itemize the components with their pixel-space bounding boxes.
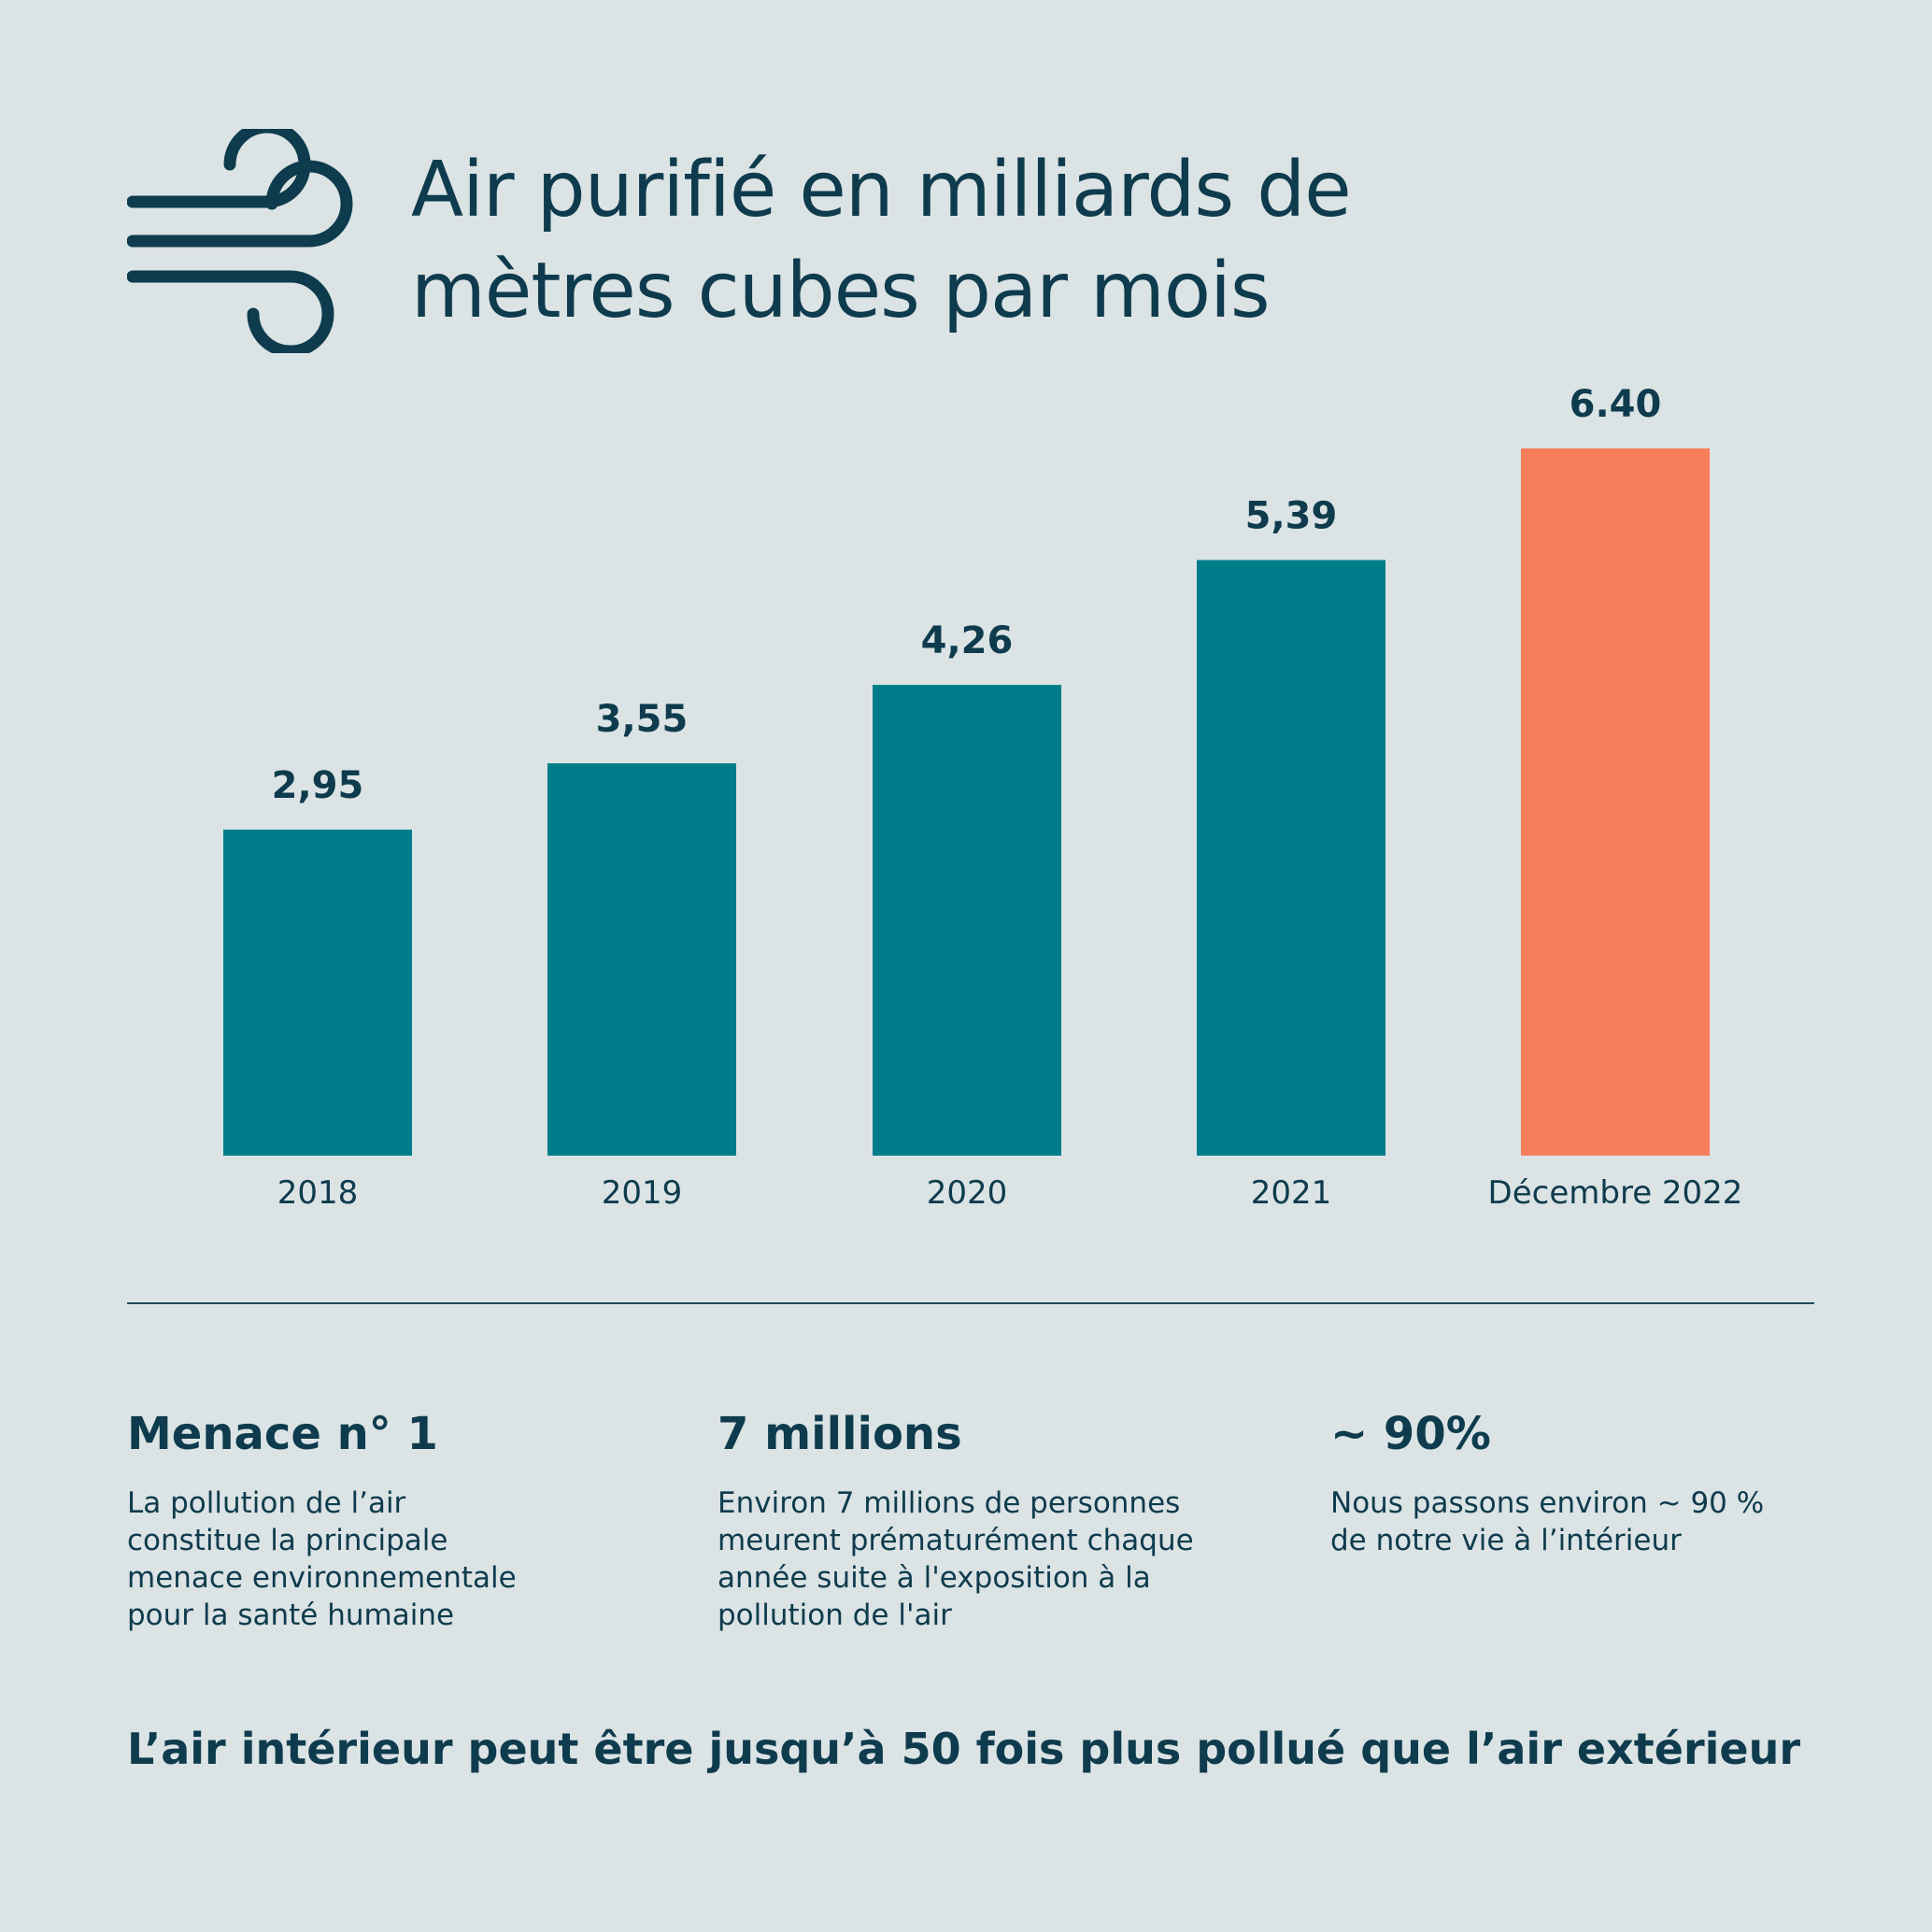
category-label: 2018 bbox=[277, 1174, 359, 1212]
divider bbox=[127, 1302, 1814, 1304]
bar-2 bbox=[873, 685, 1061, 1156]
stat-indoor-time: ~ 90% Nous passons environ ~ 90 % de not… bbox=[1330, 1406, 1854, 1559]
wind-icon bbox=[127, 129, 353, 353]
data-label: 5,39 bbox=[1245, 494, 1338, 537]
stat-threat: Menace n° 1 La pollution de l’air consti… bbox=[127, 1406, 650, 1634]
stat-headline: ~ 90% bbox=[1330, 1408, 1491, 1460]
data-label: 6.40 bbox=[1570, 383, 1662, 426]
stat-deaths: 7 millions Environ 7 millions de personn… bbox=[717, 1406, 1297, 1634]
stat-headline: Menace n° 1 bbox=[127, 1408, 438, 1460]
bar-chart: 2,95 2018 3,55 2019 4,26 2020 5,39 2021 6.40 Déce… bbox=[223, 383, 1743, 1212]
bar-3 bbox=[1197, 560, 1385, 1156]
chart-title: Air purifié en milliards de mètres cubes… bbox=[411, 140, 1626, 342]
stat-description: La pollution de l’air constitue la princ… bbox=[127, 1486, 517, 1632]
title-line-1: Air purifié en milliards de bbox=[411, 146, 1352, 234]
stat-headline: 7 millions bbox=[717, 1408, 962, 1460]
stat-description: Environ 7 millions de personnes meurent … bbox=[717, 1486, 1194, 1632]
data-label: 3,55 bbox=[596, 698, 689, 741]
bar-1 bbox=[547, 763, 736, 1156]
category-label: 2020 bbox=[927, 1174, 1008, 1212]
data-label: 2,95 bbox=[272, 764, 364, 807]
stat-description: Nous passons environ ~ 90 % de notre vie… bbox=[1330, 1486, 1765, 1557]
title-line-2: mètres cubes par mois bbox=[411, 247, 1271, 335]
category-label: 2019 bbox=[602, 1174, 683, 1212]
footer-statement: L’air intérieur peut être jusqu’à 50 foi… bbox=[127, 1724, 1801, 1774]
bar-0 bbox=[223, 830, 412, 1156]
category-label: Décembre 2022 bbox=[1488, 1174, 1743, 1212]
category-label: 2021 bbox=[1251, 1174, 1332, 1212]
bar-4 bbox=[1521, 448, 1710, 1156]
data-label: 4,26 bbox=[921, 619, 1014, 662]
